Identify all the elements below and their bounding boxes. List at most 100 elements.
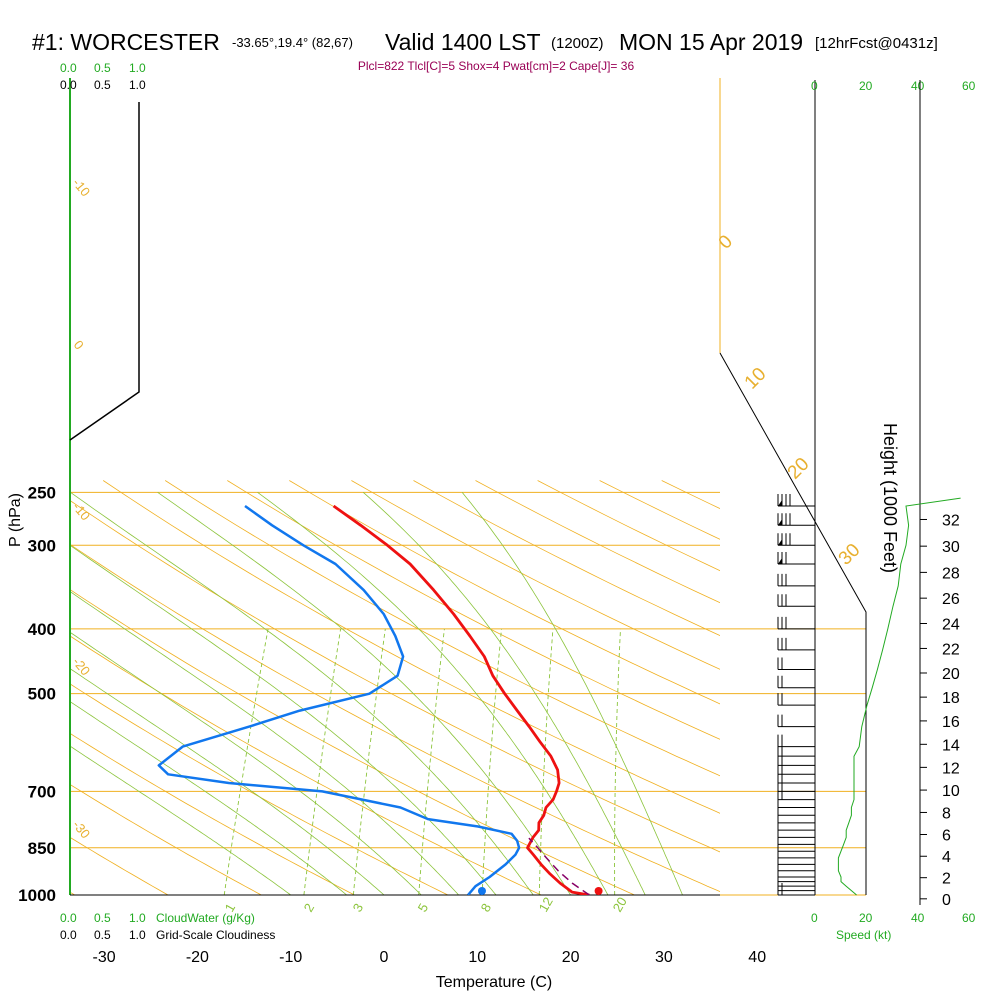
wind-barb-flag-262 [778,499,782,506]
wind-barb-700 [777,779,815,792]
x-tick-3: 0 [380,949,389,966]
mixing-ratio-line-20 [614,628,621,895]
x-tick-6: 30 [655,949,673,966]
cloud-top-green-2: 1.0 [129,61,146,75]
x-tick-5: 20 [562,949,580,966]
x-tick-labels: -30 -20 -10 0 10 20 30 40 [93,949,767,966]
cloud-bottom-green-1: 0.5 [94,911,111,925]
wind-barb-780 [777,810,815,824]
valid-date: MON 15 Apr 2019 [619,29,803,55]
wind-barb-560 [777,714,815,728]
x-tick-0: -30 [93,949,116,966]
moist-adiabats [70,491,683,895]
dry-adiabat-370 [351,480,720,670]
wind-barb-680 [777,770,815,784]
cloud-bottom-black-1: 0.5 [94,928,111,942]
moist-adiabat--10 [70,745,291,895]
cloud-top-green-1: 0.5 [94,61,111,75]
pressure-tick-labels: 250 300 400 500 700 850 1000 [18,483,56,905]
height-tick-label-18: 18 [942,690,960,707]
pressure-tick-700: 700 [28,782,56,801]
speed-bottom-40: 40 [911,911,925,925]
dry-label-left-4: -20 [70,654,94,678]
moist-adiabat-12 [70,544,497,895]
mixing-ratio-line-2 [303,628,342,895]
height-tick-label-6: 6 [942,828,951,845]
height-tick-label-12: 12 [942,760,960,777]
height-tick-label-14: 14 [942,737,960,754]
parcel-line [528,837,590,895]
dry-adiabat-310 [70,543,720,893]
speed-bottom-20: 20 [859,911,873,925]
wind-barb-flag-300 [778,539,782,546]
mixing-ratio-labels: 1 2 3 5 8 12 20 [222,894,630,914]
pressure-tick-250: 250 [28,483,56,502]
wind-barb-720 [777,787,815,801]
dry-adiabat-320 [70,499,720,853]
mix-label-5: 8 [478,901,495,915]
cloud-bottom-green-0: 0.0 [60,911,77,925]
x-axis-label: Temperature (C) [436,974,552,991]
wind-barb-860 [777,839,815,852]
wind-barb-520 [777,693,815,706]
mixing-ratio-line-12 [538,628,554,895]
height-tick-label-8: 8 [942,805,951,822]
y-axis-label: P (hPa) [7,493,24,547]
cloud-top-green-0: 0.0 [60,61,77,75]
mixing-ratio-line-5 [418,628,445,895]
pressure-tick-1000: 1000 [18,886,56,905]
mixing-ratio-line-3 [352,628,386,895]
cloudiness-profile [69,102,140,441]
height-tick-label-10: 10 [942,783,960,800]
station-coords: -33.65°,19.4° (82,67) [232,35,353,50]
valid-time: Valid 1400 LST [385,29,541,55]
wind-barb-620 [777,744,815,757]
height-tick-label-32: 32 [942,512,960,529]
wind-barb-660 [777,762,815,775]
dry-label-right-3: 20 [784,454,814,484]
dry-adiabat-290 [70,635,542,895]
mix-label-3: 3 [350,901,367,915]
dry-adiabat-400 [537,480,720,572]
speed-axis: 0 20 40 60 0 20 40 60 Speed (kt) [811,79,976,942]
surface-dewpoint-dot [477,887,486,895]
wind-barb-430 [777,637,815,651]
height-tick-label-16: 16 [942,714,960,731]
dry-adiabats [70,480,720,895]
forecast-run: [12hrFcst@0431z] [815,35,938,52]
cloud-top-black-2: 1.0 [129,78,146,92]
speed-top-60: 60 [962,79,976,93]
wind-barb-985 [777,878,815,892]
x-tick-2: -10 [279,949,302,966]
station-title: #1: WORCESTER [32,29,220,55]
wind-barb-262 [777,493,815,507]
wind-barb-600 [777,734,815,748]
height-axis-label: Height (1000 Feet) [880,423,900,573]
wind-barb-370 [777,594,815,607]
cloud-top-black-0: 0.0 [60,78,77,92]
cloud-axis-bottom: 0.0 0.5 1.0 CloudWater (g/Kg) 0.0 0.5 1.… [60,911,275,942]
dry-label-left-1: -10 [70,175,94,199]
dry-adiabat-330 [102,480,720,814]
dry-adiabat-390 [475,480,720,604]
wind-barb-640 [777,753,815,766]
pressure-tick-400: 400 [28,620,56,639]
dry-adiabat-300 [70,589,635,895]
speed-top-0: 0 [811,79,818,93]
cloud-bottom-green-2: 1.0 [129,911,146,925]
dry-adiabat-360 [289,480,720,705]
speed-top-20: 20 [859,79,873,93]
pressure-tick-300: 300 [28,536,56,555]
wind-barb-490 [777,675,815,689]
moist-adiabat-4 [70,631,422,895]
wind-barb-970 [777,874,815,887]
cloud-bottom-black-2: 1.0 [129,928,146,942]
x-tick-7: 40 [748,949,766,966]
mix-label-2: 2 [301,901,318,915]
moist-adiabat--4 [70,701,347,895]
dry-label-right-1: 0 [715,231,737,253]
utc-time: (1200Z) [551,35,604,52]
moist-adiabat-16 [70,491,534,895]
mix-label-4: 5 [415,901,432,915]
